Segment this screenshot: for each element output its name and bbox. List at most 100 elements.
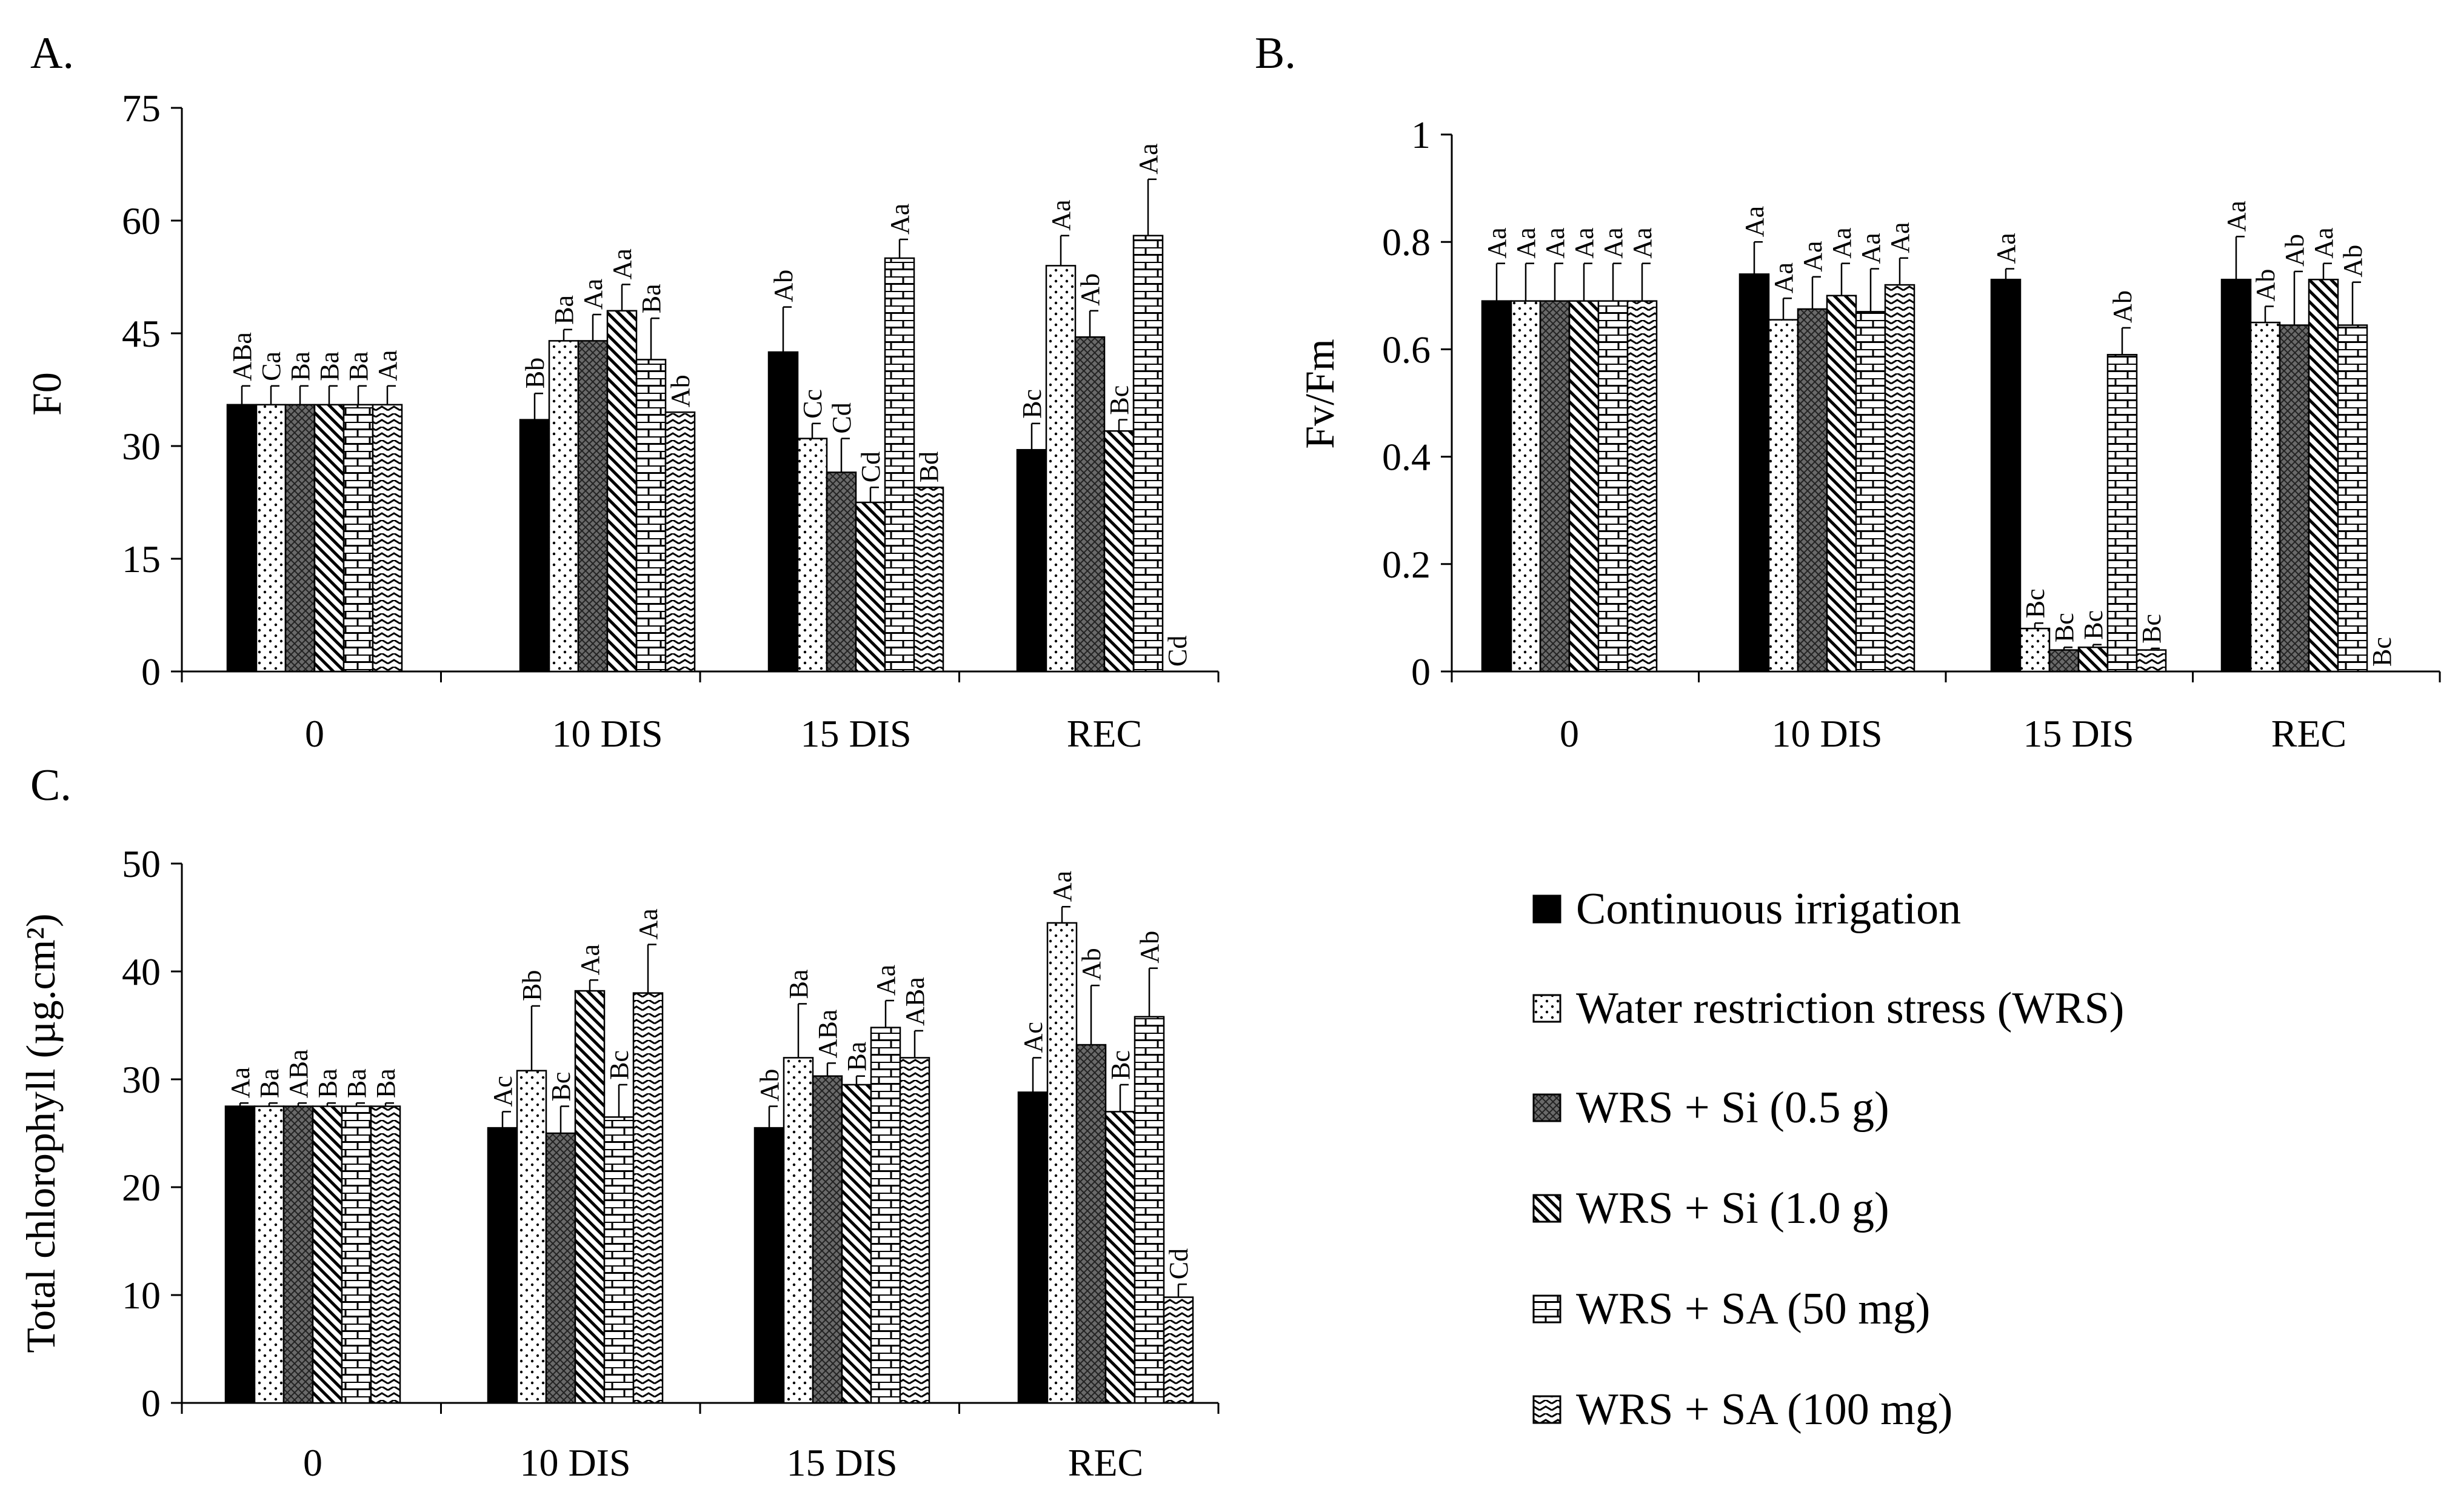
bar-b-brick [2106,354,2138,673]
significance-letter: ABa [284,1050,313,1099]
x-category-label: 0 [303,1441,322,1484]
y-tick-label: 0 [141,650,161,693]
significance-letter: Bc [1106,1050,1135,1080]
bar-c-dots [516,1070,547,1404]
bar-b-diagonal [2077,646,2109,673]
significance-letter: Ab [666,375,695,407]
bar-a-dots [548,340,579,673]
legend-swatch-dots [1532,994,1561,1023]
significance-letter: Aa [2222,201,2251,231]
significance-letter: Aa [1046,199,1076,230]
panel-b-ylabel: Fv/Fm [1297,339,1343,448]
significance-letter: Ba [842,1042,872,1071]
bar-a-solid [519,419,550,673]
bar-a-solid [767,351,799,673]
legend-label: WRS + SA (100 mg) [1576,1385,1952,1434]
significance-letter: Aa [1047,871,1077,902]
bar-b-solid [1990,278,2022,673]
bar-c-solid [1017,1091,1049,1404]
legend-item-wrs: Water restriction stress (WRS) [1532,984,2124,1033]
bar-c-solid [487,1127,518,1404]
significance-letter: Aa [885,204,915,235]
bar-c-diagonal [841,1084,872,1404]
significance-letter: Cd [1164,1248,1194,1279]
bar-c-crosshatch [812,1075,843,1404]
x-category-label: 15 DIS [786,1441,897,1484]
significance-letter: Bc [2367,637,2397,667]
bar-a-solid [1016,448,1047,673]
significance-letter: Ba [342,1068,372,1098]
bar-b-solid [1481,300,1512,673]
legend: Continuous irrigation Water restriction … [1532,884,2124,1434]
bar-c-solid [753,1127,785,1404]
significance-letter: Aa [1511,227,1541,258]
bar-c-dots [253,1105,285,1404]
significance-letter: Aa [871,965,901,996]
bar-b-solid [2220,278,2252,673]
bar-b-crosshatch [2279,324,2310,673]
y-tick-label: 15 [122,538,161,581]
panel-c-label: C. [30,761,72,810]
y-tick-label: 20 [122,1166,161,1209]
panel-a-ylabel: F0 [24,372,70,416]
bar-a-dots [255,404,287,673]
legend-swatch-crosshatch [1532,1093,1561,1122]
significance-letter: Aa [1769,262,1798,293]
significance-letter: Cd [856,451,886,482]
x-category-label: 10 DIS [519,1441,630,1484]
bar-c-crosshatch [282,1105,314,1404]
bar-c-zigzag [370,1105,401,1404]
bar-c-zigzag [632,992,664,1404]
bar-a-solid [226,404,258,673]
significance-letter: Aa [1598,227,1628,258]
significance-letter: Ac [488,1076,518,1107]
bar-b-brick [2337,324,2368,673]
x-category-label: REC [1067,712,1142,755]
y-tick-label: 10 [122,1274,161,1317]
bar-b-crosshatch [1797,308,1828,673]
bar-a-diagonal [855,501,886,673]
bar-a-dots [797,438,828,673]
legend-item-wrs-si-05: WRS + Si (0.5 g) [1532,1083,1889,1133]
panel-b-label: B. [1255,28,1296,78]
significance-letter: Aa [1482,227,1512,258]
bar-b-zigzag [2136,649,2167,673]
significance-letter: Aa [373,350,402,381]
x-category-label: 15 DIS [800,712,911,755]
significance-letter: Aa [225,1067,255,1098]
bar-b-brick [1855,311,1886,673]
bar-a-brick [884,257,915,673]
significance-letter: Bb [517,970,547,1001]
significance-letter: Aa [1856,233,1886,264]
legend-swatch-solid [1532,894,1561,924]
significance-letter: Ab [769,270,798,302]
bar-b-dots [2019,627,2051,673]
bar-a-brick [1132,235,1164,673]
bar-c-crosshatch [545,1132,576,1404]
significance-letter: Cd [1163,636,1192,667]
significance-letter: ABa [227,332,257,381]
y-tick-label: 50 [122,842,161,885]
x-category-label: REC [1068,1441,1143,1484]
x-category-label: 0 [305,712,324,755]
y-tick-label: 0.2 [1382,543,1431,586]
significance-letter: Ca [256,351,286,381]
y-tick-label: 30 [122,425,161,468]
bar-a-crosshatch [284,404,316,673]
significance-letter: Ab [2108,290,2137,323]
significance-letter: ABa [813,1010,843,1059]
bar-a-diagonal [606,310,638,673]
bar-c-diagonal [1104,1111,1136,1404]
legend-swatch-diagonal [1532,1194,1561,1223]
legend-item-wrs-sa-50: WRS + SA (50 mg) [1532,1284,1930,1334]
legend-label: Water restriction stress (WRS) [1576,984,2124,1033]
significance-letter: Aa [1540,227,1570,258]
bar-c-dots [1046,922,1078,1404]
bar-c-crosshatch [1075,1044,1107,1404]
legend-label: Continuous irrigation [1576,884,1961,934]
bar-c-diagonal [574,990,606,1404]
bar-a-diagonal [1103,430,1135,673]
significance-letter: Ba [313,1068,342,1098]
significance-letter: Ba [636,284,666,313]
